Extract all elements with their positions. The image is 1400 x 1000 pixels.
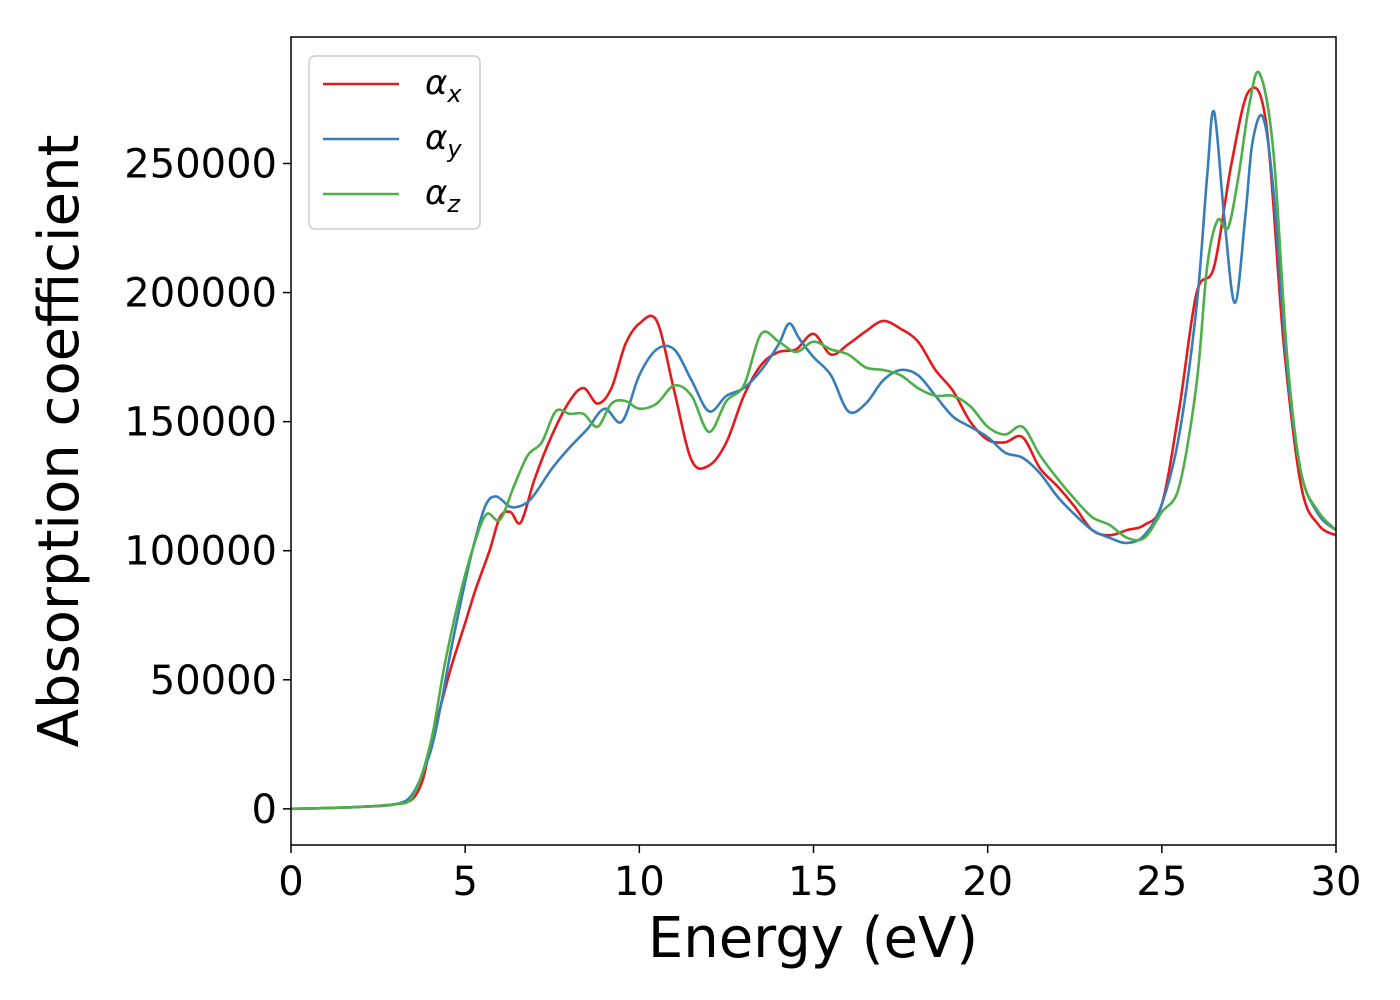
legend-label-alpha-z: αz — [425, 173, 461, 218]
x-tick-label: 30 — [1311, 859, 1362, 905]
series-line-alpha-x — [291, 86, 1336, 811]
y-tick-label: 100000 — [124, 529, 277, 575]
x-tick-label: 25 — [1136, 859, 1187, 905]
x-tick-label: 0 — [278, 859, 303, 905]
x-tick-label: 10 — [614, 859, 665, 905]
y-axis: 0 50000 100000 150000 200000 250000 — [124, 141, 291, 833]
series-line-alpha-z — [291, 70, 1336, 811]
x-tick-label: 15 — [788, 859, 839, 905]
y-tick-label: 50000 — [150, 658, 277, 704]
y-tick-label: 0 — [252, 787, 277, 833]
y-tick-label: 150000 — [124, 400, 277, 446]
legend-label-alpha-y: αy — [425, 118, 462, 163]
legend-label-subscript: y — [446, 135, 462, 163]
y-tick-label: 250000 — [124, 141, 277, 187]
legend-label-symbol: α — [425, 173, 447, 213]
x-axis-title: Energy (eV) — [648, 906, 978, 971]
x-tick-label: 5 — [452, 859, 477, 905]
series-line-alpha-y — [291, 109, 1336, 811]
legend-label-symbol: α — [425, 118, 447, 158]
y-axis-title: Absorption coefficient — [27, 135, 92, 748]
y-tick-label: 200000 — [124, 271, 277, 317]
legend-label-subscript: z — [446, 190, 461, 218]
legend-label-symbol: α — [425, 63, 447, 103]
series-layer — [291, 70, 1336, 811]
x-tick-label: 20 — [962, 859, 1013, 905]
x-axis: 0 5 10 15 20 25 30 — [278, 845, 1361, 905]
legend-label-alpha-x: αx — [425, 63, 462, 108]
legend-box — [308, 55, 481, 230]
legend-label-subscript: x — [446, 80, 462, 108]
